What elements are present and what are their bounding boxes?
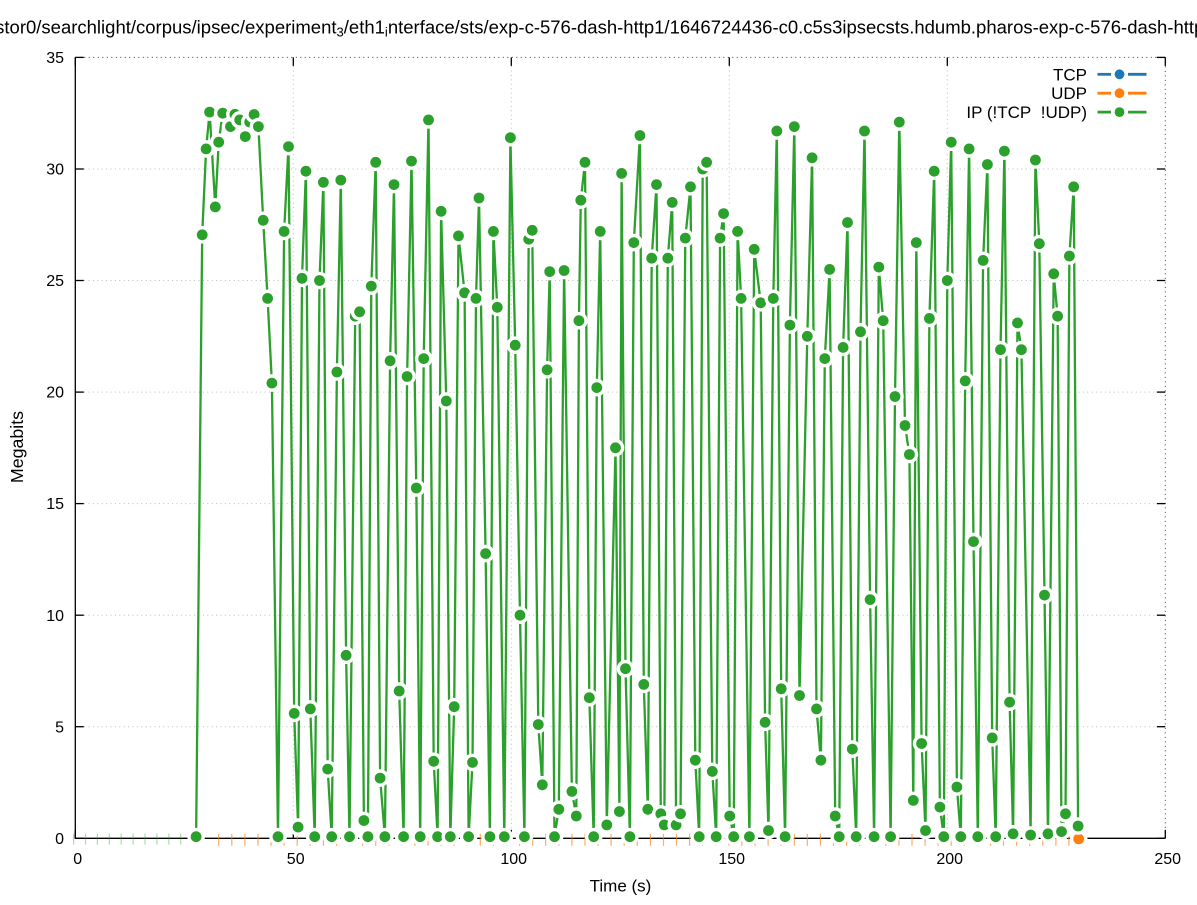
svg-text:100: 100 [500,851,527,868]
svg-text:25: 25 [46,273,64,290]
svg-text:TCP: TCP [1053,65,1087,84]
svg-text:35: 35 [46,50,64,67]
svg-text:Time (s): Time (s) [590,877,652,896]
svg-text:150: 150 [718,851,745,868]
svg-text:200: 200 [936,851,963,868]
svg-text:30: 30 [46,162,64,179]
svg-text:15: 15 [46,496,64,513]
svg-text:Megabits: Megabits [7,411,27,483]
svg-text:0: 0 [73,851,82,868]
svg-text:10: 10 [46,608,64,625]
svg-text:50: 50 [287,851,305,868]
svg-text:20: 20 [46,385,64,402]
svg-text:/stor0/searchlight/corpus/ipse: /stor0/searchlight/corpus/ipsec/experime… [0,17,1197,40]
svg-text:250: 250 [1154,851,1181,868]
svg-text:0: 0 [55,831,64,848]
svg-text:UDP: UDP [1051,84,1087,103]
svg-text:5: 5 [55,719,64,736]
svg-text:IP (!TCP !UDP): IP (!TCP !UDP) [966,103,1087,122]
